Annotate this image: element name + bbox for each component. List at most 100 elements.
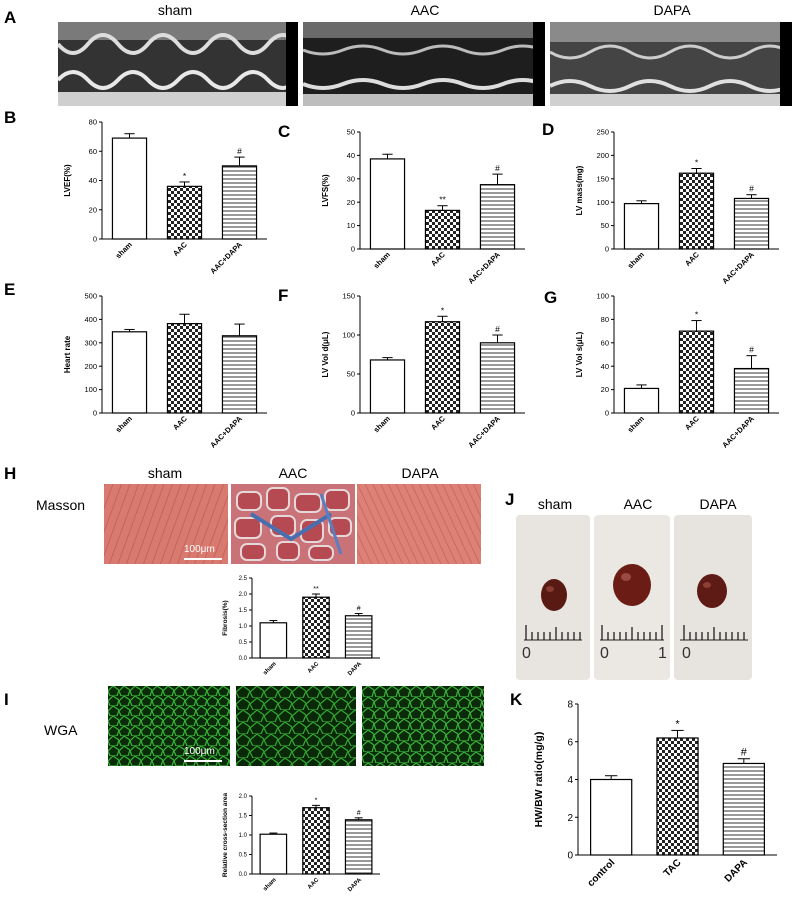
bar-sham	[623, 203, 660, 250]
x-tick-label: AAC+DAPA	[466, 250, 502, 285]
panel-label-b: B	[4, 108, 17, 127]
x-tick-label: AAC	[307, 877, 321, 891]
y-tick-label: 150	[342, 292, 355, 301]
bar-sham	[369, 158, 406, 250]
x-tick-label: AAC	[683, 414, 701, 432]
y-tick-label: 0.0	[239, 656, 248, 662]
y-tick-label: 100	[84, 385, 97, 394]
bar-sham	[259, 833, 288, 875]
significance-mark: *	[315, 797, 318, 804]
heart-title-aac: AAC	[623, 496, 653, 512]
masson-image-sham: 100μm	[104, 484, 228, 564]
echo-title-sham: sham	[157, 2, 193, 18]
panel-label-i: I	[4, 690, 9, 709]
echo-mmode-sham	[58, 22, 298, 106]
masson-image-dapa	[357, 484, 481, 564]
y-tick-label: 30	[347, 174, 355, 183]
x-tick-label: DAPA	[347, 877, 363, 893]
significance-mark: *	[183, 171, 187, 181]
ruler-label-zero-aac: 0	[600, 645, 609, 662]
y-tick-label: 4	[567, 775, 573, 786]
x-tick-label: AAC	[429, 250, 447, 268]
chart-lv-vol-s: 0 20 40 60 80 100 LV Vol s(μL) sham * AAC # AAC+DAP…	[575, 292, 779, 449]
bar-aac-dapa	[733, 197, 770, 250]
y-axis-label: Relative cross-section area	[222, 793, 229, 878]
bar-dapa	[344, 819, 373, 875]
chart-cross-section-area: 0.0 0.5 1.0 1.5 2.0 Relative cross-section ar…	[222, 793, 380, 893]
y-tick-label: 2.5	[239, 576, 248, 582]
bar-aac	[302, 807, 330, 875]
x-tick-label: AAC+DAPA	[208, 414, 244, 449]
heart-photo-dapa: 0	[674, 515, 752, 680]
chart-lv-vol-d: 0 50 100 150 LV Vol d(μL) sham * AAC # AAC+DAPA	[321, 292, 525, 449]
heart-photo-aac: 0 1	[594, 515, 670, 680]
x-tick-label: control	[586, 857, 618, 889]
x-tick-label: TAC	[662, 857, 684, 879]
panel-label-h: H	[4, 464, 17, 483]
significance-mark: *	[441, 305, 445, 315]
x-tick-label: AAC	[171, 240, 189, 258]
bar-sham	[369, 359, 406, 414]
y-axis-label: Fibrosis(%)	[222, 600, 229, 635]
significance-mark: #	[357, 606, 361, 613]
chart-lvef: 0 20 40 60 80 LVEF(%) sham * AAC # AAC+DAPA	[63, 118, 267, 275]
y-tick-label: 0	[351, 245, 355, 254]
y-tick-label: 2.0	[239, 794, 248, 800]
y-tick-label: 2	[567, 813, 573, 824]
significance-mark: #	[495, 324, 500, 334]
y-tick-label: 1.5	[239, 814, 248, 820]
y-tick-label: 50	[347, 128, 355, 137]
y-tick-label: 60	[89, 147, 97, 156]
y-tick-label: 1.0	[239, 833, 248, 839]
wga-image-aac	[236, 686, 356, 766]
chart-lvfs: 0 10 20 30 40 50 LVFS(%) sham ** AAC # AAC+DAPA	[321, 128, 525, 285]
masson-row-label: Masson	[36, 497, 86, 513]
bar-sham	[111, 137, 148, 240]
echo-mmode-aac	[303, 22, 545, 106]
bar-aac	[424, 209, 461, 250]
ruler-label-one-aac: 1	[658, 645, 667, 662]
x-tick-label: sham	[372, 250, 392, 270]
y-tick-label: 100	[596, 198, 609, 207]
y-axis-label: HW/BW ratio(mg/g)	[533, 732, 545, 828]
y-tick-label: 40	[89, 176, 97, 185]
masson-title-sham: sham	[147, 465, 183, 481]
masson-image-aac	[231, 484, 355, 564]
y-tick-label: 100	[342, 331, 355, 340]
bar-tac	[656, 737, 699, 856]
y-tick-label: 80	[89, 118, 97, 127]
x-tick-label: sham	[626, 250, 646, 270]
y-axis-label: LV mass(mg)	[575, 165, 584, 215]
x-tick-label: AAC	[307, 661, 321, 675]
chart-lv-mass: 0 50 100 150 200 250 LV mass(mg) sham * AAC # AAC+D…	[575, 128, 779, 285]
y-axis-label: LV Vol d(μL)	[321, 331, 330, 377]
panel-label-g: G	[544, 288, 558, 307]
panel-label-d: D	[542, 120, 555, 139]
bar-sham	[111, 331, 148, 414]
x-tick-label: sham	[114, 240, 134, 260]
panel-label-f: F	[278, 286, 289, 305]
echo-title-aac: AAC	[410, 2, 440, 18]
chart-hw-bw-ratio: 0 2 4 6 8 HW/BW ratio(mg/g) control * TAC # DAPA	[533, 700, 777, 889]
echo-mmode-dapa	[550, 22, 792, 106]
wga-scale-bar	[184, 760, 222, 762]
panel-label-e: E	[4, 280, 16, 299]
bar-sham	[259, 622, 288, 659]
echo-title-dapa: DAPA	[653, 2, 691, 18]
y-tick-label: 2.0	[239, 592, 248, 598]
x-tick-label: sham	[372, 414, 392, 434]
y-tick-label: 60	[601, 338, 609, 347]
x-tick-label: AAC	[429, 414, 447, 432]
y-tick-label: 50	[347, 370, 355, 379]
panel-label-j: J	[505, 490, 515, 509]
wga-scale-bar-label: 100μm	[184, 746, 215, 757]
y-tick-label: 10	[347, 221, 355, 230]
y-tick-label: 20	[347, 198, 355, 207]
y-tick-label: 40	[347, 151, 355, 160]
bar-dapa	[344, 615, 373, 659]
bar-sham	[623, 387, 660, 414]
significance-mark: #	[357, 810, 361, 817]
heart-title-dapa: DAPA	[699, 496, 737, 512]
x-tick-label: sham	[262, 661, 277, 676]
heart-photo-sham: 0	[516, 515, 590, 680]
